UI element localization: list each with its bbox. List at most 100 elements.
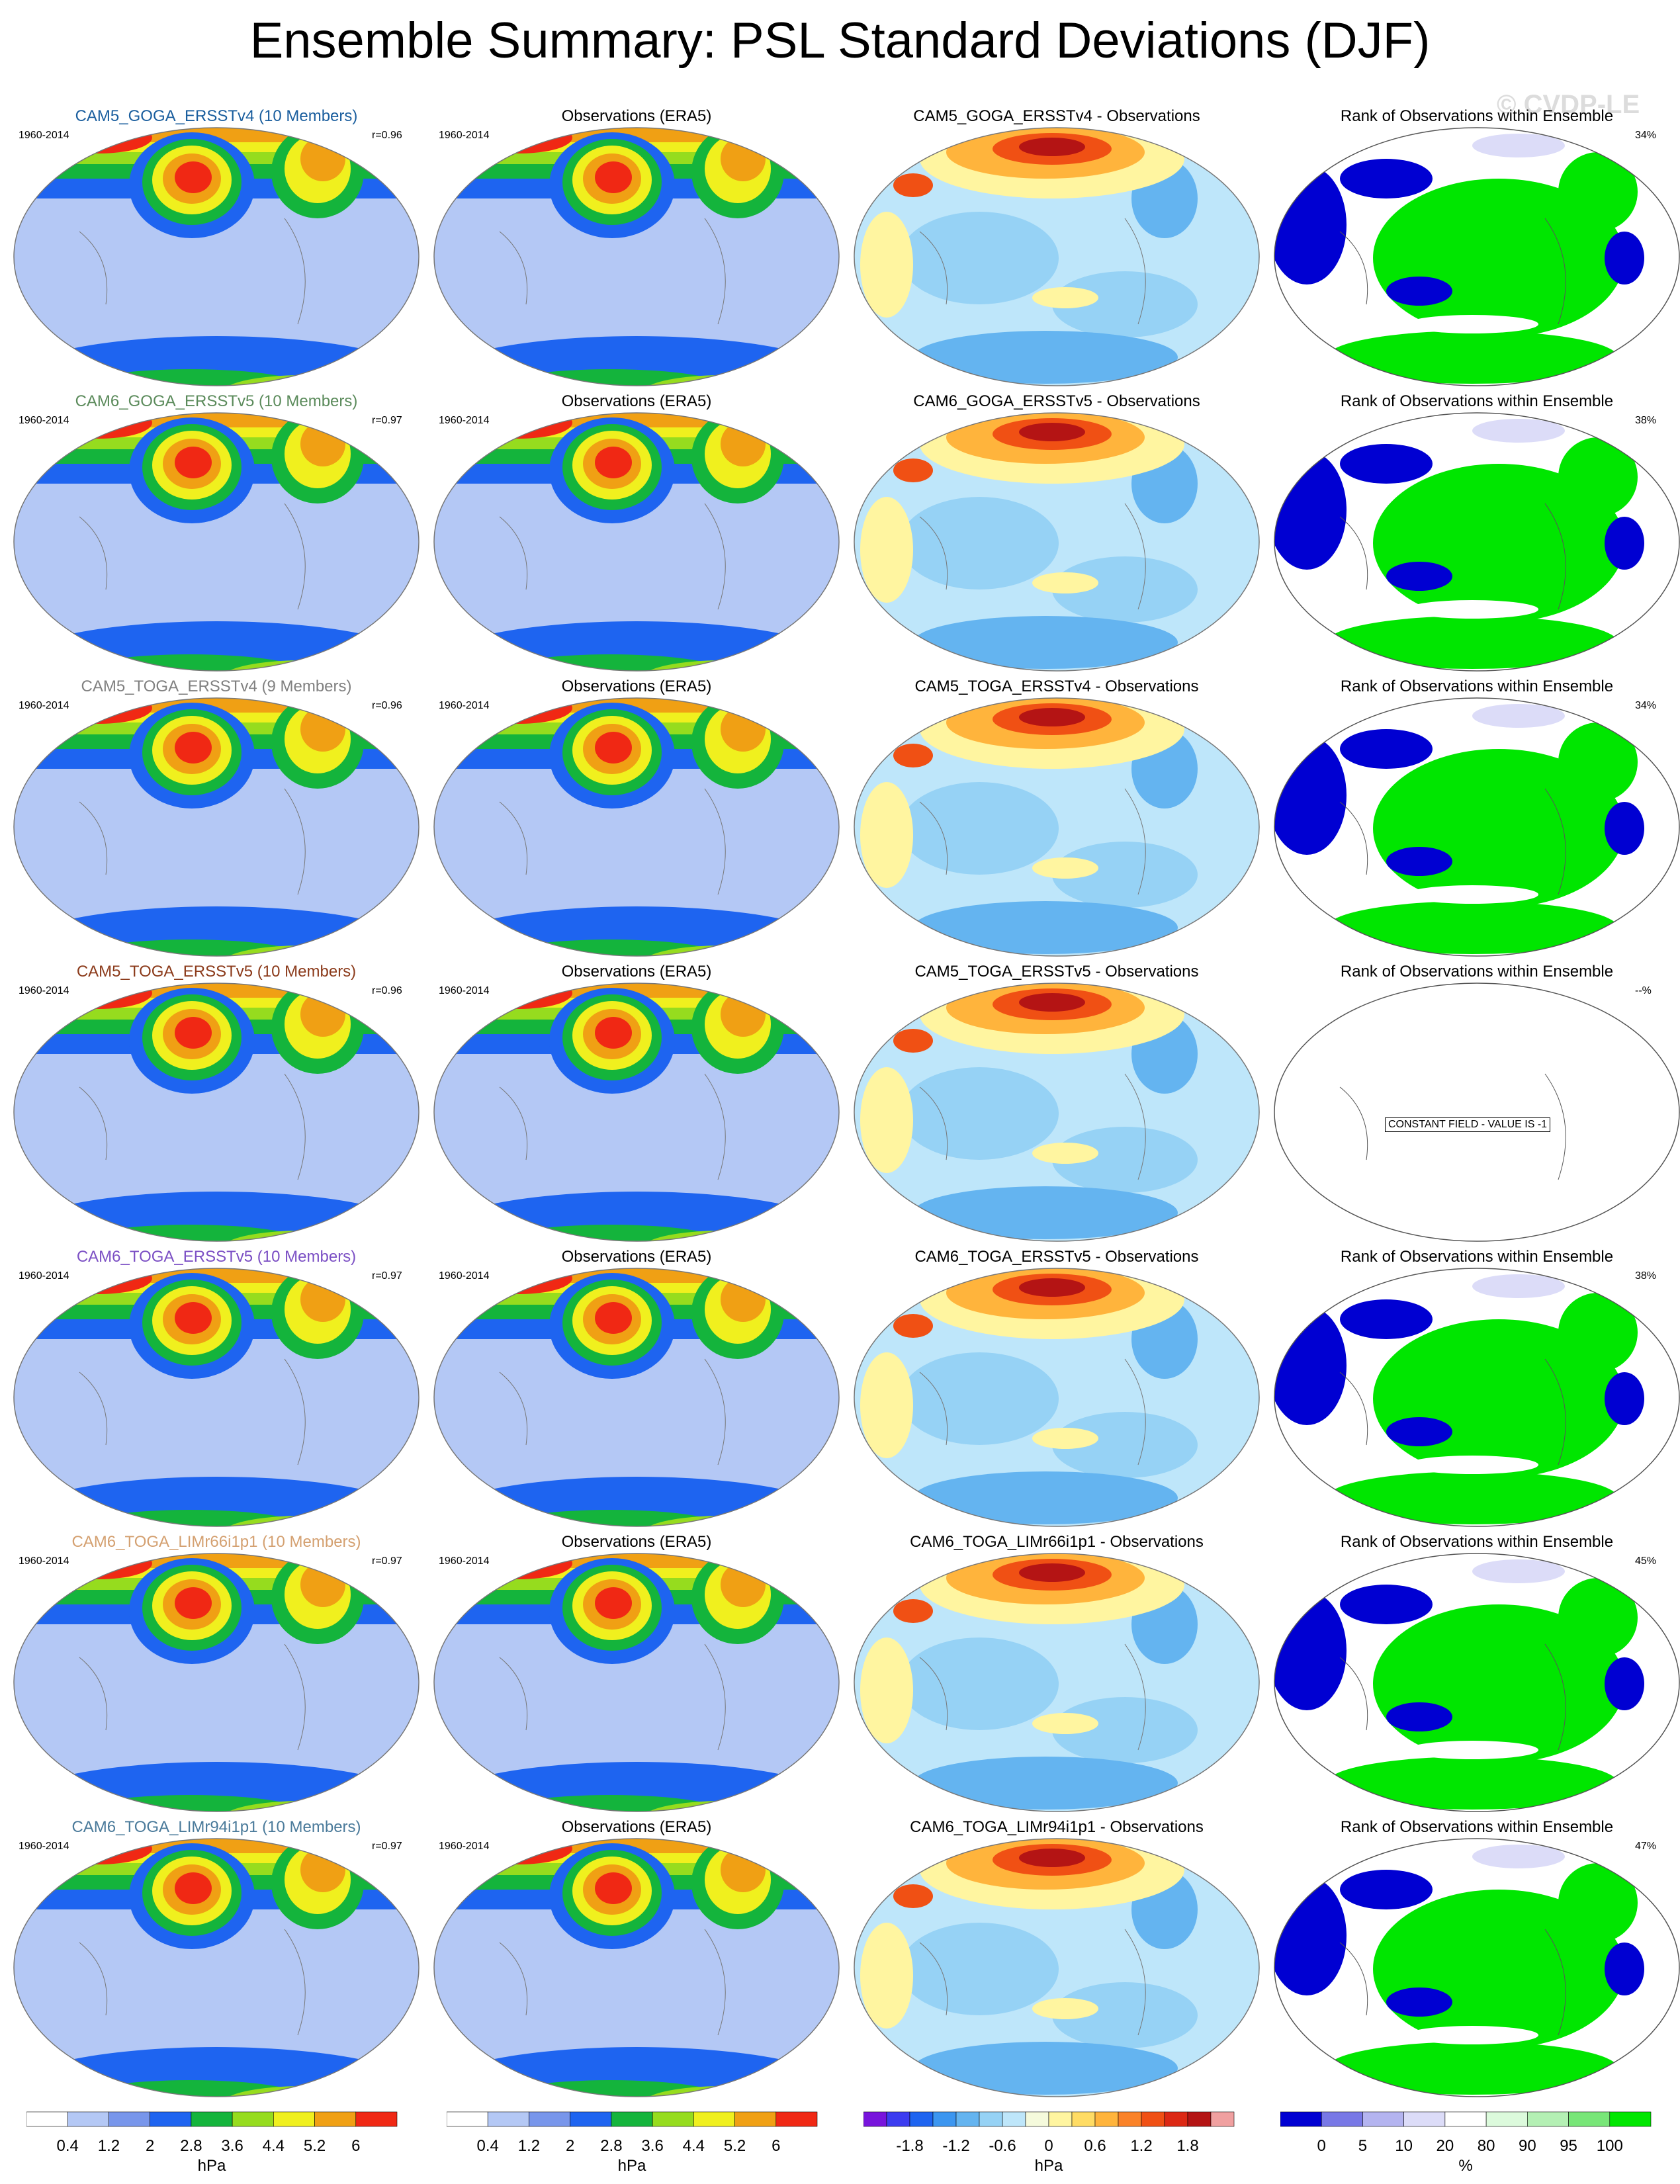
ensemble-title: CAM5_TOGA_ERSSTv4 (9 Members) [81, 677, 352, 695]
map [13, 1553, 420, 1812]
ensemble-title: CAM5_GOGA_ERSSTv4 (10 Members) [75, 107, 358, 125]
colorbar-tick-label: 6 [351, 2137, 361, 2155]
colorbar-tick-label: 0.4 [56, 2137, 79, 2155]
rank-title: Rank of Observations within Ensemble [1340, 392, 1614, 410]
pattern-correlation: r=0.97 [372, 1555, 402, 1567]
difference-title: CAM5_GOGA_ERSSTv4 - Observations [913, 107, 1200, 125]
colorbar-swatch [1187, 2111, 1212, 2127]
colorbar: -1.8 -1.2 -0.6 0 0.6 1.2 1.8 hPa [863, 2108, 1283, 2181]
ensemble-mean-panel: CAM6_TOGA_ERSSTv5 (10 Members) 1960-2014 r… [7, 1246, 426, 1531]
colorbar-swatch [1118, 2111, 1142, 2127]
map [13, 412, 420, 672]
rank-title: Rank of Observations within Ensemble [1340, 107, 1614, 125]
difference-panel: CAM5_GOGA_ERSSTv4 - Observations [847, 106, 1266, 390]
rank-panel: Rank of Observations within Ensemble 47% [1267, 1817, 1680, 2101]
colorbar-swatch [693, 2111, 735, 2127]
ensemble-mean-panel: CAM5_TOGA_ERSSTv4 (9 Members) 1960-2014 r=… [7, 676, 426, 961]
colorbar-swatch [1141, 2111, 1165, 2127]
rank-percent: 38% [1635, 415, 1657, 426]
pattern-correlation: r=0.96 [372, 985, 402, 996]
difference-title: CAM6_TOGA_ERSSTv5 - Observations [914, 1248, 1199, 1266]
observations-title: Observations (ERA5) [561, 677, 712, 695]
colorbar-swatch [529, 2111, 570, 2127]
colorbar-swatch [652, 2111, 694, 2127]
map [1274, 983, 1680, 1242]
colorbar-tick-label: 95 [1560, 2137, 1577, 2155]
colorbar-tick-label: 3.6 [641, 2137, 664, 2155]
colorbar-tick-label: 2.8 [600, 2137, 623, 2155]
rank-percent: 45% [1635, 1555, 1657, 1567]
colorbar-swatch [191, 2111, 233, 2127]
colorbar-swatch [979, 2111, 1003, 2127]
map [1274, 697, 1680, 957]
rank-title: Rank of Observations within Ensemble [1340, 1818, 1614, 1836]
colorbar-tick-label: 6 [772, 2137, 781, 2155]
observations-panel: Observations (ERA5) 1960-2014 [427, 1246, 846, 1531]
map [1274, 1838, 1680, 2097]
years-label: 1960-2014 [19, 1841, 69, 1852]
colorbar-tick-label: 4.4 [262, 2137, 285, 2155]
colorbar-tick-label: 1.2 [97, 2137, 120, 2155]
colorbar-tick-label: -0.6 [989, 2137, 1016, 2155]
years-label: 1960-2014 [439, 1555, 490, 1567]
difference-panel: CAM6_TOGA_LIMr66i1p1 - Observations [847, 1532, 1266, 1816]
colorbar-swatch [67, 2111, 109, 2127]
colorbar-swatch [1568, 2111, 1611, 2127]
ensemble-title: CAM6_TOGA_ERSSTv5 (10 Members) [76, 1248, 357, 1266]
colorbar-swatch [863, 2111, 887, 2127]
observations-title: Observations (ERA5) [561, 1533, 712, 1551]
colorbar-tick-label: 2.8 [180, 2137, 202, 2155]
colorbar-unit: hPa [197, 2157, 226, 2175]
rank-panel: Rank of Observations within Ensemble 38% [1267, 391, 1680, 676]
colorbar-swatch [150, 2111, 192, 2127]
years-label: 1960-2014 [19, 1270, 69, 1282]
colorbar-swatch [1094, 2111, 1119, 2127]
rank-panel: Rank of Observations within Ensemble --% C… [1267, 961, 1680, 1246]
years-label: 1960-2014 [19, 415, 69, 426]
difference-panel: CAM5_TOGA_ERSSTv5 - Observations [847, 961, 1266, 1246]
colorbar-swatch [886, 2111, 910, 2127]
colorbar-swatch [611, 2111, 653, 2127]
ensemble-mean-panel: CAM6_TOGA_LIMr94i1p1 (10 Members) 1960-20… [7, 1817, 426, 2101]
page-title: Ensemble Summary: PSL Standard Deviation… [249, 13, 1431, 69]
colorbar-swatch [487, 2111, 529, 2127]
colorbar-tick-label: 20 [1436, 2137, 1454, 2155]
years-label: 1960-2014 [19, 130, 69, 141]
years-label: 1960-2014 [19, 1555, 69, 1567]
ensemble-title: CAM6_GOGA_ERSSTv5 (10 Members) [75, 392, 358, 410]
colorbar-swatch [109, 2111, 150, 2127]
colorbar-swatch [1321, 2111, 1363, 2127]
rank-percent: 38% [1635, 1270, 1657, 1282]
map [854, 412, 1260, 672]
colorbar-tick-label: 0.6 [1084, 2137, 1106, 2155]
map [433, 1268, 840, 1527]
colorbar-tick-label: -1.2 [942, 2137, 970, 2155]
colorbar: 0 5 10 20 80 90 95 100% [1280, 2108, 1680, 2181]
colorbar-tick-label: 1.2 [1130, 2137, 1153, 2155]
years-label: 1960-2014 [19, 985, 69, 996]
ensemble-mean-panel: CAM5_TOGA_ERSSTv5 (10 Members) 1960-2014 r… [7, 961, 426, 1246]
ensemble-mean-panel: CAM6_TOGA_LIMr66i1p1 (10 Members) 1960-20… [7, 1532, 426, 1816]
difference-title: CAM6_TOGA_LIMr66i1p1 - Observations [910, 1533, 1204, 1551]
map [13, 1268, 420, 1527]
colorbar-tick-label: 2 [565, 2137, 575, 2155]
observations-title: Observations (ERA5) [561, 392, 712, 410]
pattern-correlation: r=0.96 [372, 700, 402, 711]
map [433, 412, 840, 672]
years-label: 1960-2014 [439, 700, 490, 711]
map [433, 1553, 840, 1812]
map [1274, 127, 1680, 386]
colorbar-swatch [734, 2111, 777, 2127]
difference-panel: CAM5_TOGA_ERSSTv4 - Observations [847, 676, 1266, 961]
colorbar-swatch [1164, 2111, 1188, 2127]
observations-panel: Observations (ERA5) 1960-2014 [427, 1817, 846, 2101]
colorbar-swatch [955, 2111, 980, 2127]
map [1274, 1553, 1680, 1812]
rank-panel: Rank of Observations within Ensemble 45% [1267, 1532, 1680, 1816]
map [1274, 412, 1680, 672]
observations-panel: Observations (ERA5) 1960-2014 [427, 391, 846, 676]
difference-panel: CAM6_GOGA_ERSSTv5 - Observations [847, 391, 1266, 676]
colorbar-tick-label: 5.2 [303, 2137, 326, 2155]
years-label: 1960-2014 [439, 130, 490, 141]
colorbar-swatch [1280, 2111, 1322, 2127]
